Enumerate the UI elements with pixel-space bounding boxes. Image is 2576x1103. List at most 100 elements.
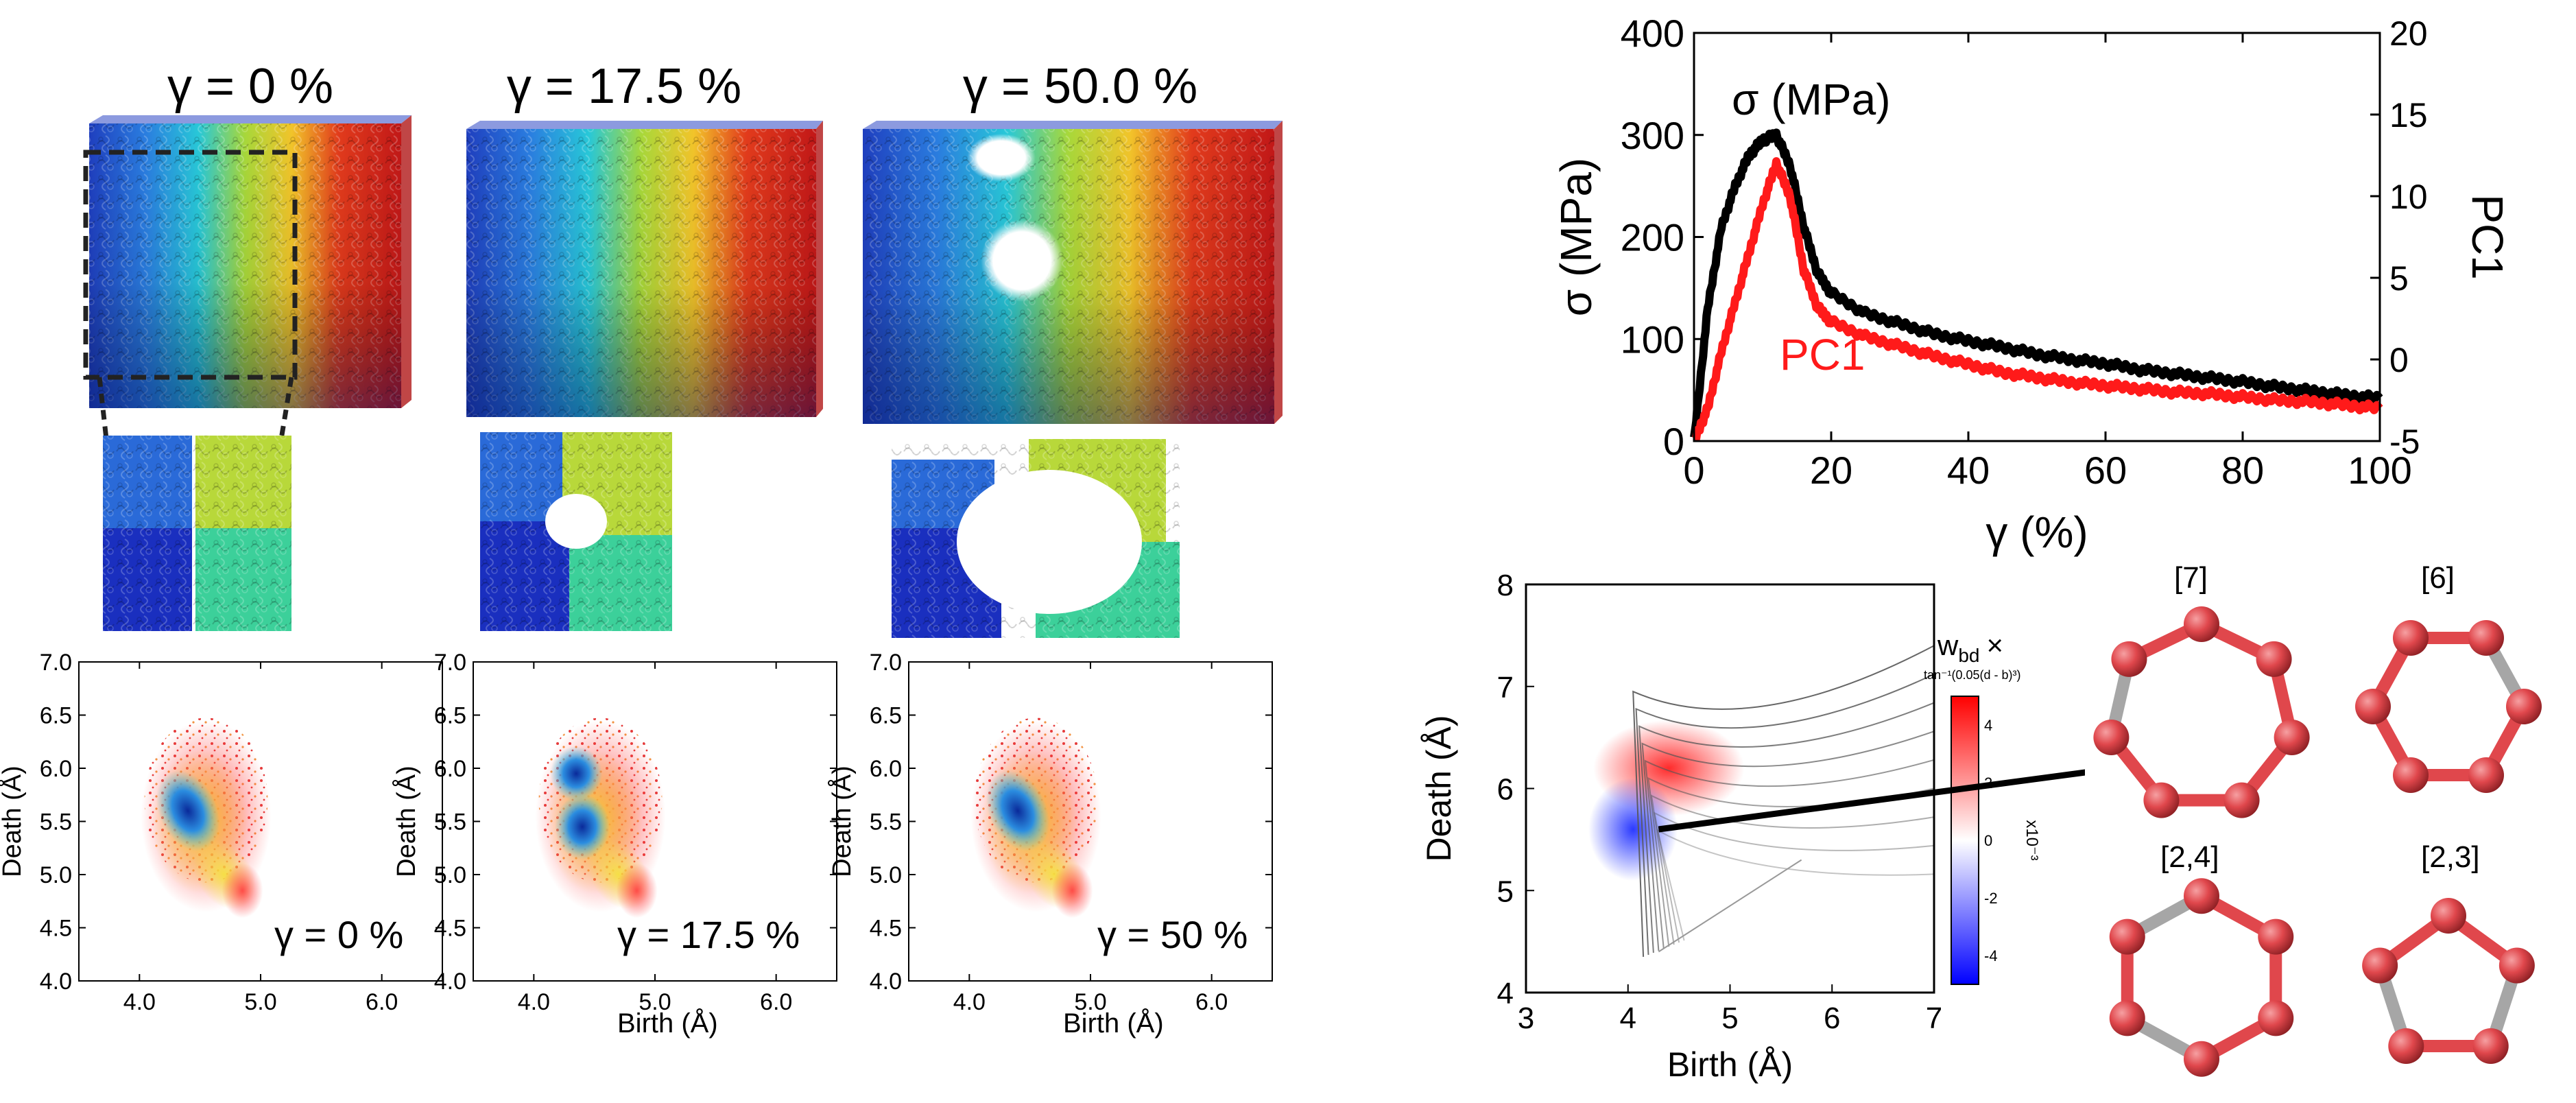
contour-lines <box>1632 645 1935 957</box>
polymer-box-2 <box>863 121 1283 424</box>
atom <box>2468 757 2504 794</box>
pd-density-blue-lower <box>555 794 610 860</box>
pd-ytick-label: 4.0 <box>40 969 72 995</box>
y2-tick-label: 10 <box>2389 178 2428 216</box>
x-axis-label: γ (%) <box>1985 508 2088 557</box>
atom <box>2184 1041 2219 1077</box>
ring-structures <box>2093 606 2542 1077</box>
zoom-quadrants-1 <box>480 432 672 631</box>
pd-density-blue <box>986 770 1050 851</box>
pd-density-blue-upper <box>550 746 603 801</box>
pd-xlabel-1: Birth (Å) <box>617 1008 718 1039</box>
y2-tick-label: 20 <box>2389 14 2428 53</box>
ring-7 <box>2093 606 2310 818</box>
heatmap-xlabel: Birth (Å) <box>1667 1045 1793 1084</box>
colorbar <box>1951 696 1979 985</box>
atom <box>2143 782 2180 818</box>
atom <box>2393 619 2429 656</box>
atom <box>2093 720 2130 756</box>
pointer-arrow-shaft <box>1658 769 2085 833</box>
ring-6 <box>2355 619 2542 794</box>
pd-ylabel: Death (Å) <box>391 766 421 877</box>
x-tick-label: 0 <box>1683 449 1704 492</box>
atom <box>2258 918 2294 955</box>
heatmap-xtick-label: 4 <box>1620 1001 1636 1035</box>
heatmap-xtick-label: 7 <box>1926 1001 1942 1035</box>
pd-xtick-label: 4.0 <box>953 989 986 1015</box>
contour-diagonal <box>1658 859 1802 953</box>
pd-xtick-label: 4.0 <box>518 989 550 1015</box>
heatmap-ytick-label: 4 <box>1497 977 1514 1010</box>
atom <box>2223 782 2260 818</box>
ring-label-7: [7] <box>2174 561 2208 595</box>
atom <box>2506 689 2542 724</box>
y-tick-label: 100 <box>1621 318 1684 361</box>
x-tick-label: 60 <box>2084 449 2127 492</box>
pd-xtick-label: 5.0 <box>244 989 276 1015</box>
colorbar-tick-label: -2 <box>1984 890 1998 907</box>
ring-label-2-3: [2,3] <box>2421 840 2480 874</box>
colorbar-formula: tan⁻¹(0.05(d - b)³) <box>1924 668 2021 682</box>
pd-xlabel-2: Birth (Å) <box>1063 1008 1164 1039</box>
atom <box>2274 720 2310 756</box>
pd-ytick-label: 7.0 <box>40 650 72 676</box>
colorbar-tick-label: 4 <box>1984 717 1992 734</box>
y-tick-label: 400 <box>1621 12 1684 55</box>
x-tick-label: 80 <box>2221 449 2264 492</box>
pd-ytick-label: 5.5 <box>40 809 72 835</box>
polymer-box-panels <box>83 115 1283 638</box>
atom <box>2256 641 2292 677</box>
x-tick-label: 20 <box>1810 449 1852 492</box>
pd-xtick-label: 6.0 <box>366 989 398 1015</box>
pd-ytick-label: 5.5 <box>434 809 466 835</box>
colorbar-tick-label: 0 <box>1984 832 1992 849</box>
zoom-quadrants-0 <box>103 436 291 631</box>
y2-axis-label: PC1 <box>2463 194 2512 280</box>
y-tick-label: 0 <box>1663 420 1684 463</box>
pd-tail-red <box>1051 863 1093 918</box>
pd-label-1: γ = 17.5 % <box>617 913 800 956</box>
colorbar-tick-label: -4 <box>1984 947 1998 964</box>
y2-tick-label: 5 <box>2389 259 2409 298</box>
pd-ytick-label: 6.0 <box>434 756 466 782</box>
pd-ytick-label: 4.5 <box>40 916 72 942</box>
atom <box>2184 606 2219 642</box>
ring-2-3 <box>2362 898 2535 1064</box>
pd-xtick-label: 4.0 <box>123 989 156 1015</box>
colorbar-title: wbd × <box>1937 629 2003 666</box>
panel-title-1: γ = 17.5 % <box>506 59 742 114</box>
ring-label-2-4: [2,4] <box>2160 840 2219 874</box>
pd-ytick-label: 4.5 <box>434 916 466 942</box>
contour-line <box>1650 794 1935 945</box>
atom <box>2258 1000 2294 1036</box>
x-tick-label: 40 <box>1947 449 1990 492</box>
stress-strain-chart: 0 20 40 60 80 100 0 100 200 300 400 -5 0 5 10 15 20 γ (%)… <box>1551 12 2512 557</box>
pd-ytick-label: 6.5 <box>434 703 466 729</box>
atom <box>2184 878 2219 914</box>
pd-plot-1: 4.0 4.5 5.0 5.5 6.0 6.5 7.0 4.0 5.0 6.0 Death (Å) <box>391 650 837 1015</box>
panel-title-0: γ = 0 % <box>167 59 334 114</box>
pd-label-0: γ = 0 % <box>274 913 404 956</box>
heatmap-xtick-label: 5 <box>1721 1001 1738 1035</box>
pd-ytick-label: 5.0 <box>40 862 72 888</box>
contour-line <box>1632 645 1935 957</box>
pd-ylabel: Death (Å) <box>0 766 27 877</box>
heatmap-ylabel: Death (Å) <box>1420 715 1458 862</box>
line-chart-body: 0 20 40 60 80 100 0 100 200 300 400 -5 0 5 10 15 20 γ (%)… <box>1551 12 2512 557</box>
ring-label-6: [6] <box>2421 561 2455 595</box>
atom <box>2111 641 2147 677</box>
atom <box>2362 947 2398 984</box>
pd-xtick-label: 5.0 <box>1074 989 1106 1015</box>
pd-ytick-label: 5.5 <box>870 809 902 835</box>
atom <box>2355 689 2391 724</box>
contour-line <box>1644 759 1935 949</box>
series-line-pc1 <box>1691 157 2383 442</box>
heatmap-xtick-label: 3 <box>1518 1001 1534 1035</box>
annotation-pc1: PC1 <box>1780 330 1865 379</box>
heatmap-ytick-label: 7 <box>1497 671 1514 704</box>
pd-ytick-label: 4.5 <box>870 916 902 942</box>
heatmap-ytick-label: 5 <box>1497 875 1514 908</box>
contour-line <box>1654 811 1935 943</box>
atom <box>2431 898 2466 934</box>
